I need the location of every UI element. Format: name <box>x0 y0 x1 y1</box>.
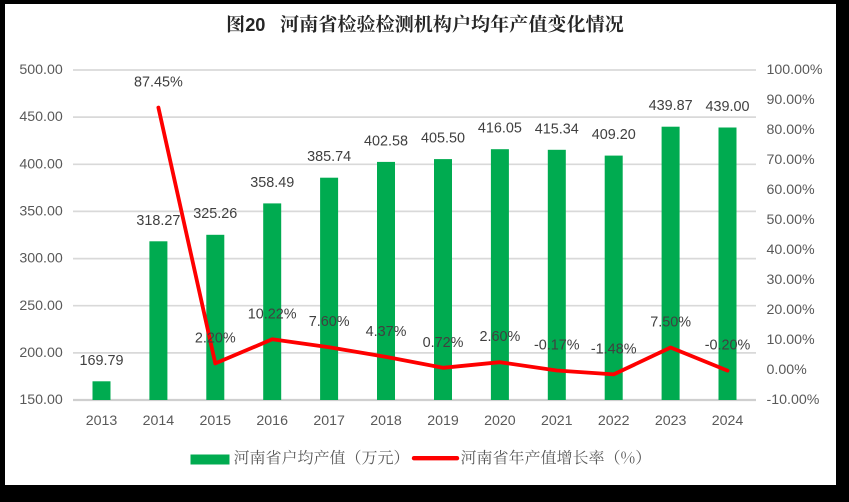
svg-text:-10.00%: -10.00% <box>767 392 820 408</box>
svg-text:2019: 2019 <box>427 413 459 429</box>
svg-text:100.00%: 100.00% <box>767 62 823 78</box>
svg-text:439.87: 439.87 <box>649 98 693 114</box>
svg-text:80.00%: 80.00% <box>767 122 816 138</box>
svg-text:20: 20 <box>245 15 265 35</box>
svg-text:2.20%: 2.20% <box>195 330 236 346</box>
svg-text:7.60%: 7.60% <box>309 314 350 330</box>
svg-text:2018: 2018 <box>370 413 402 429</box>
svg-text:0.00%: 0.00% <box>767 362 808 378</box>
svg-text:30.00%: 30.00% <box>767 272 816 288</box>
svg-text:-0.17%: -0.17% <box>534 338 580 354</box>
svg-text:150.00: 150.00 <box>19 392 63 408</box>
svg-text:300.00: 300.00 <box>19 251 63 267</box>
svg-text:416.05: 416.05 <box>478 121 522 137</box>
svg-text:40.00%: 40.00% <box>767 242 816 258</box>
svg-text:400.00: 400.00 <box>19 156 63 172</box>
svg-text:10.22%: 10.22% <box>248 306 297 322</box>
svg-text:7.50%: 7.50% <box>650 315 691 331</box>
svg-text:2015: 2015 <box>200 413 232 429</box>
svg-text:60.00%: 60.00% <box>767 182 816 198</box>
svg-text:2.60%: 2.60% <box>479 329 520 345</box>
svg-text:2021: 2021 <box>541 413 573 429</box>
svg-text:2023: 2023 <box>655 413 687 429</box>
svg-text:90.00%: 90.00% <box>767 92 816 108</box>
svg-text:500.00: 500.00 <box>19 62 63 78</box>
svg-text:10.00%: 10.00% <box>767 332 816 348</box>
svg-text:385.74: 385.74 <box>307 149 351 165</box>
svg-text:450.00: 450.00 <box>19 109 63 125</box>
svg-text:250.00: 250.00 <box>19 298 63 314</box>
svg-text:2024: 2024 <box>712 413 744 429</box>
svg-text:2013: 2013 <box>86 413 118 429</box>
svg-text:20.00%: 20.00% <box>767 302 816 318</box>
svg-text:2022: 2022 <box>598 413 630 429</box>
svg-text:318.27: 318.27 <box>136 213 180 229</box>
svg-text:2017: 2017 <box>313 413 345 429</box>
svg-text:-0.20%: -0.20% <box>705 338 751 354</box>
svg-text:325.26: 325.26 <box>193 206 237 222</box>
svg-text:402.58: 402.58 <box>364 133 408 149</box>
svg-text:2014: 2014 <box>143 413 175 429</box>
svg-text:358.49: 358.49 <box>250 175 294 191</box>
svg-text:-1.48%: -1.48% <box>591 341 637 357</box>
svg-text:50.00%: 50.00% <box>767 212 816 228</box>
svg-text:2020: 2020 <box>484 413 516 429</box>
svg-text:439.00: 439.00 <box>705 99 749 115</box>
svg-text:0.72%: 0.72% <box>423 335 464 351</box>
svg-text:2016: 2016 <box>256 413 288 429</box>
svg-text:70.00%: 70.00% <box>767 152 816 168</box>
svg-text:409.20: 409.20 <box>592 127 636 143</box>
svg-text:169.79: 169.79 <box>79 353 123 369</box>
svg-text:405.50: 405.50 <box>421 131 465 147</box>
svg-text:415.34: 415.34 <box>535 121 579 137</box>
svg-text:350.00: 350.00 <box>19 204 63 220</box>
svg-text:200.00: 200.00 <box>19 345 63 361</box>
svg-text:4.37%: 4.37% <box>366 324 407 340</box>
svg-text:87.45%: 87.45% <box>134 75 183 91</box>
